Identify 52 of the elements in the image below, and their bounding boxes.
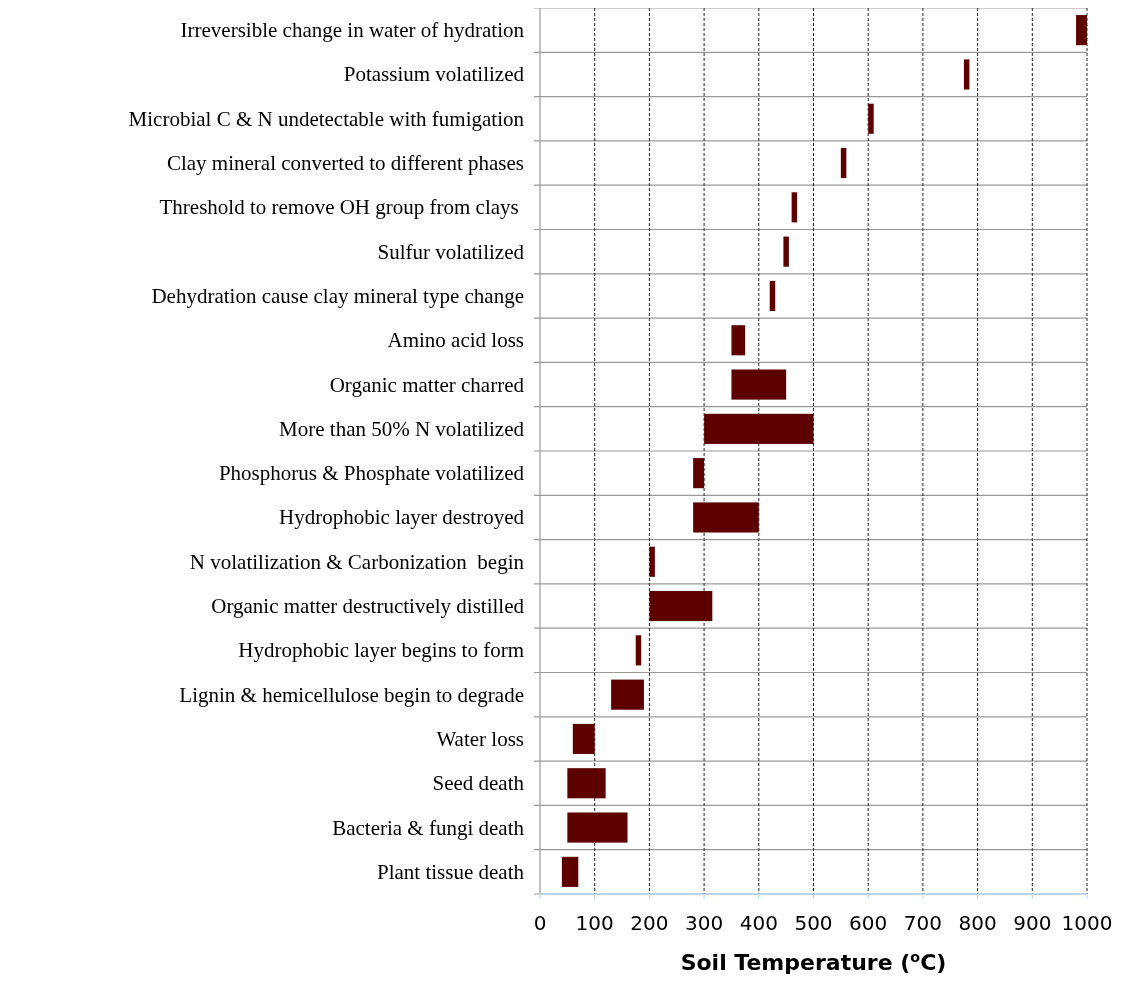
x-tick-label: 600: [849, 911, 888, 935]
x-tick-label: 900: [1013, 911, 1052, 935]
bar: [693, 502, 759, 533]
y-tick-label: Sulfur volatilized: [377, 239, 525, 264]
x-tick-label: 400: [739, 911, 778, 935]
x-tick-label: 200: [630, 911, 669, 935]
x-axis-title: Soil Temperature ($^{o}$C): [680, 949, 947, 975]
bar: [649, 546, 655, 577]
y-tick-label: Potassium volatilized: [343, 62, 525, 87]
y-tick-label: Plant tissue death: [377, 859, 525, 884]
bar: [635, 635, 642, 666]
y-tick-label: Amino acid loss: [387, 328, 524, 353]
y-tick-label: Microbial C & N undetectable with fumigation: [128, 106, 525, 131]
y-tick-label: Threshold to remove OH group from clays: [159, 195, 524, 220]
y-tick-label: Hydrophobic layer destroyed: [279, 505, 525, 530]
bar: [783, 236, 789, 267]
y-tick-label: More than 50% N volatilized: [279, 416, 525, 441]
bar: [572, 723, 595, 755]
y-tick-label: Seed death: [432, 771, 525, 796]
y-tick-label: Bacteria & fungi death: [332, 815, 525, 840]
y-tick-label: Organic matter charred: [329, 372, 525, 397]
x-tick-label: 800: [958, 911, 997, 935]
x-tick-label: 0: [533, 911, 547, 935]
bar: [868, 103, 874, 134]
y-tick-label: Hydrophobic layer begins to form: [238, 638, 524, 663]
bar: [649, 590, 713, 622]
x-tick-label: 100: [575, 911, 614, 935]
bar: [731, 369, 787, 400]
y-tick-label: Organic matter destructively distilled: [211, 594, 525, 619]
y-tick-label: Lignin & hemicellulose begin to degrade: [179, 682, 524, 707]
y-tick-label: Irreversible change in water of hydration: [180, 18, 525, 43]
bar: [769, 280, 776, 312]
y-tick-label: Dehydration cause clay mineral type change: [151, 283, 524, 308]
bar: [731, 325, 746, 356]
bar: [693, 458, 705, 489]
bar: [704, 413, 814, 444]
bar: [611, 679, 644, 710]
y-tick-label: Water loss: [436, 726, 524, 751]
bar: [791, 192, 798, 223]
y-tick-label: N volatilization & Carbonization begin: [189, 549, 525, 574]
bar: [561, 856, 579, 887]
bar: [1076, 15, 1087, 46]
y-tick-label: Phosphorus & Phosphate volatilized: [218, 461, 525, 486]
x-tick-label: 1000: [1061, 911, 1113, 935]
bar: [567, 812, 628, 843]
y-tick-label: Clay mineral converted to different phases: [166, 151, 524, 176]
bar: [963, 59, 970, 90]
bar: [567, 768, 606, 799]
bar: [840, 147, 847, 179]
x-tick-label: 300: [685, 911, 724, 935]
x-tick-label: 700: [903, 911, 942, 935]
x-tick-label: 500: [794, 911, 833, 935]
